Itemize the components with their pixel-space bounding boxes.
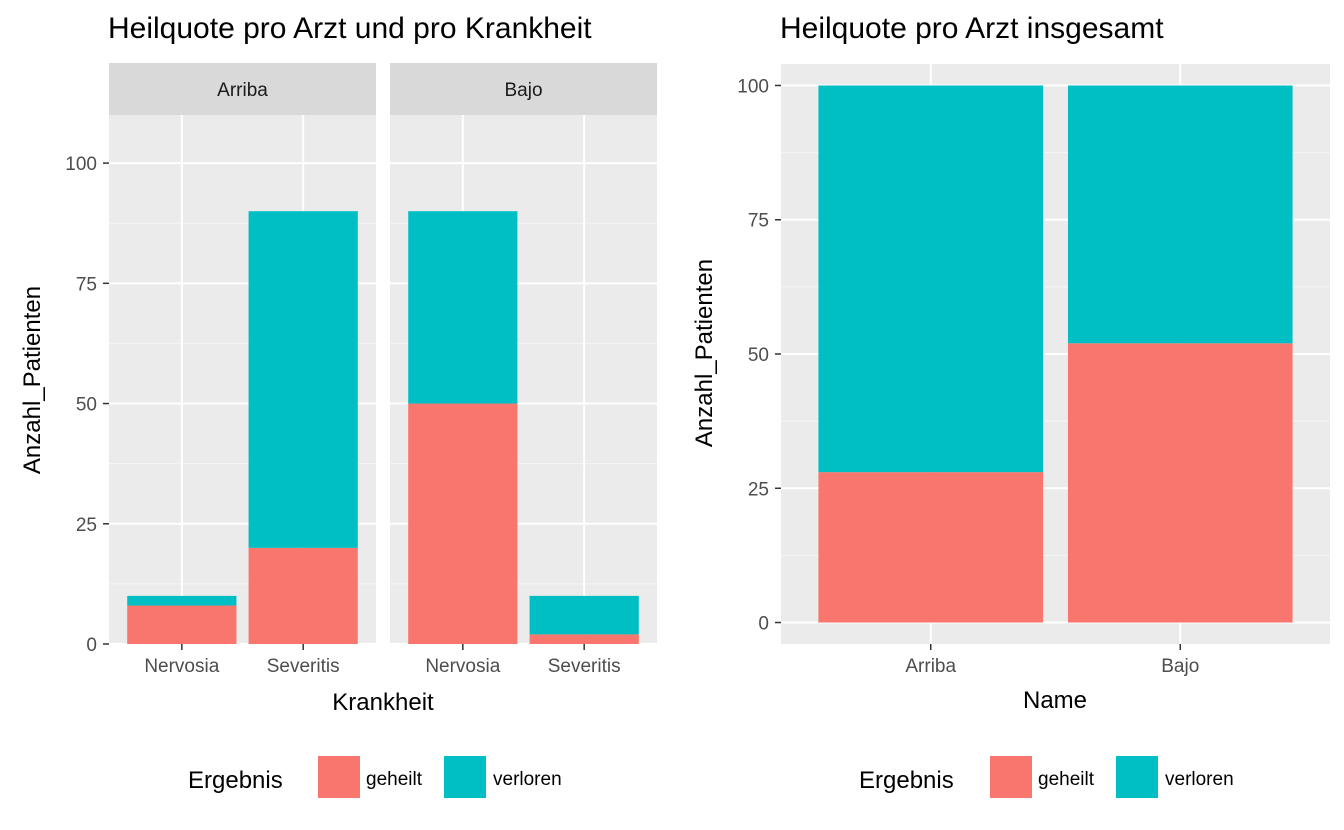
facet-bajo-bar-severitis-geheilt xyxy=(529,634,639,644)
facet-strip-label: Arriba xyxy=(217,80,268,101)
right-y-axis-title: Anzahl_Patienten xyxy=(691,259,718,447)
left-y-axis-title: Anzahl_Patienten xyxy=(19,286,46,474)
right-bar-bajo-geheilt xyxy=(1067,343,1293,623)
facet-bajo-x-tick-label: Severitis xyxy=(548,656,621,677)
facet-strip-arriba xyxy=(109,63,376,115)
right-legend-label-verloren: verloren xyxy=(1165,769,1234,790)
left-legend-label-verloren: verloren xyxy=(493,769,562,790)
facet-bajo-bar-nervosia-geheilt xyxy=(408,403,518,644)
facet-arriba-bar-severitis-verloren xyxy=(248,211,358,548)
facet-arriba-x-tick-label: Severitis xyxy=(267,656,340,677)
right-chart: Heilquote pro Arzt insgesamt Arriba Bajo 0… xyxy=(691,12,1330,798)
right-x-axis-title: Name xyxy=(1023,687,1087,714)
facet-bajo-bar-nervosia-verloren xyxy=(408,211,518,404)
facet-bajo: Bajo Nervosia Severitis xyxy=(390,63,657,677)
facet-arriba-y-tick-label: 25 xyxy=(76,515,97,536)
left-chart-title: Heilquote pro Arzt und pro Krankheit xyxy=(108,12,592,45)
facet-strip-bajo xyxy=(390,63,657,115)
facet-arriba-bar-severitis-geheilt xyxy=(248,547,358,644)
right-y-tick-label: 100 xyxy=(737,76,769,97)
facet-arriba-x-tick-label: Nervosia xyxy=(144,656,219,677)
right-legend-swatch-geheilt xyxy=(990,756,1032,798)
right-y-tick-label: 50 xyxy=(748,345,769,366)
right-bar-bajo-verloren xyxy=(1067,85,1293,344)
facet-arriba-y-tick-label: 0 xyxy=(86,635,97,656)
right-bar-arriba-verloren xyxy=(818,85,1044,473)
facet-arriba-bar-nervosia-verloren xyxy=(127,595,237,606)
facet-bajo-bar-severitis-verloren xyxy=(529,595,639,635)
left-legend-label-geheilt: geheilt xyxy=(366,769,423,790)
facet-arriba-bar-nervosia-geheilt xyxy=(127,605,237,644)
left-legend: Ergebnis geheilt verloren xyxy=(188,756,562,798)
facet-strip-label: Bajo xyxy=(504,80,542,101)
left-legend-swatch-geheilt xyxy=(318,756,360,798)
facet-arriba: Arriba Nervosia Severitis 0 25 50 75 100 xyxy=(65,63,376,677)
right-bar-arriba-geheilt xyxy=(818,472,1044,623)
right-legend: Ergebnis geheilt verloren xyxy=(859,756,1234,798)
left-chart: Heilquote pro Arzt und pro Krankheit Arr… xyxy=(19,12,657,798)
right-legend-title: Ergebnis xyxy=(859,767,954,794)
facet-arriba-y-tick-label: 100 xyxy=(65,154,97,175)
facet-arriba-y-tick-label: 50 xyxy=(76,395,97,416)
right-x-tick-label: Arriba xyxy=(905,656,956,677)
left-x-axis-title: Krankheit xyxy=(332,689,434,716)
right-legend-swatch-verloren xyxy=(1116,756,1158,798)
right-chart-title: Heilquote pro Arzt insgesamt xyxy=(780,12,1164,45)
right-legend-label-geheilt: geheilt xyxy=(1038,769,1095,790)
right-y-tick-label: 25 xyxy=(748,479,769,500)
left-legend-title: Ergebnis xyxy=(188,767,283,794)
right-y-tick-label: 75 xyxy=(748,211,769,232)
left-legend-swatch-verloren xyxy=(444,756,486,798)
right-x-tick-label: Bajo xyxy=(1161,656,1199,677)
right-y-tick-label: 0 xyxy=(758,614,769,635)
facet-arriba-y-tick-label: 75 xyxy=(76,274,97,295)
facet-bajo-x-tick-label: Nervosia xyxy=(425,656,500,677)
